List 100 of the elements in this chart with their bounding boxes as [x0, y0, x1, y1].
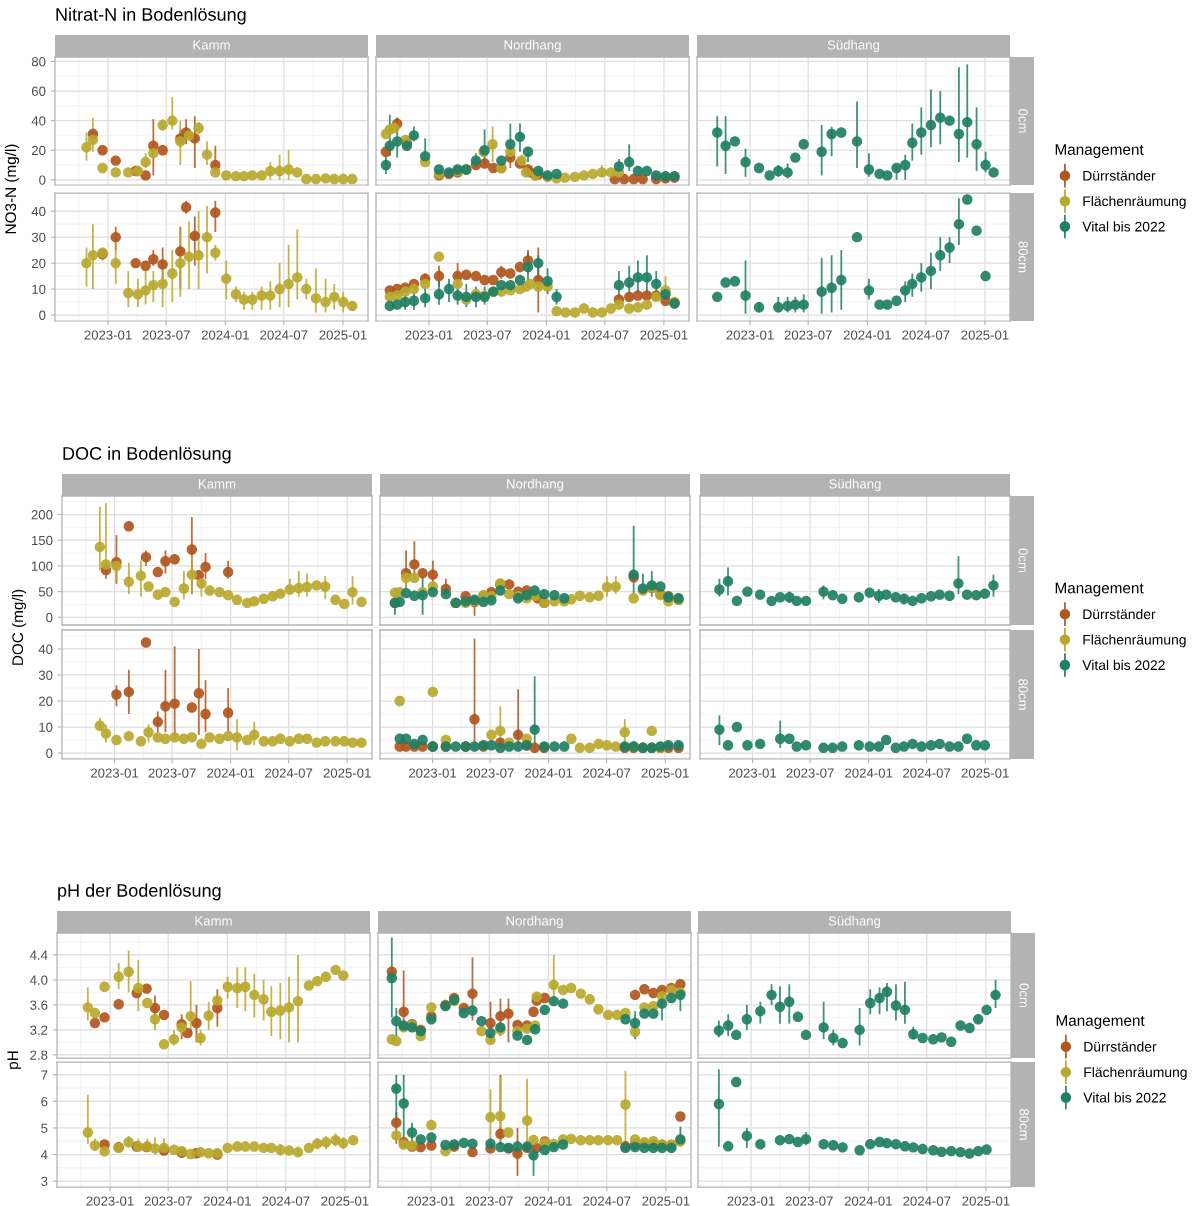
x-tick-label: 2024-07	[265, 768, 313, 778]
legend-title: Management	[1055, 582, 1144, 597]
x-tick-label: 2024-07	[583, 1196, 631, 1206]
y-tick-label: 20	[31, 258, 46, 269]
y-tick-label: 3	[41, 1176, 48, 1187]
y-tick-label: 100	[31, 561, 53, 571]
y-tick-label: 7	[41, 1070, 48, 1080]
x-tick-label: 2023-07	[785, 1196, 833, 1206]
x-tick-label: 2024-07	[260, 330, 308, 340]
y-tick-label: 10	[39, 722, 53, 732]
legend-title: Management	[1056, 1015, 1145, 1029]
x-tick-label: 2025-01	[642, 1196, 690, 1206]
y2-axis-title: 0cm	[1019, 983, 1029, 1008]
x-tick-label: 2023-01	[727, 1196, 775, 1206]
x-tick-label: 2023-01	[408, 768, 457, 778]
y-tick-label: 0	[39, 310, 46, 320]
chart-subtitle: Nordhang	[504, 39, 561, 53]
x-tick-label: 2023-07	[786, 768, 834, 778]
y-tick-label: 30	[38, 670, 53, 680]
x-tick-label: 2023-07	[144, 1196, 192, 1206]
x-tick-label: 2023-01	[728, 768, 777, 778]
legend-label: Flächenräumung	[1083, 634, 1186, 648]
chart-subtitle: Südhang	[828, 915, 881, 929]
y-tick-label: 40	[31, 206, 46, 217]
x-tick-label: 2023-07	[465, 1196, 513, 1206]
y-tick-label: 0	[46, 612, 53, 623]
x-tick-label: 2025-01	[640, 330, 688, 340]
x-tick-label: 2024-01	[843, 330, 891, 340]
x-tick-label: 2023-01	[726, 330, 774, 340]
x-tick-label: 2024-07	[262, 1196, 310, 1206]
chart-title: pH der Bodenlösung	[58, 883, 221, 901]
chart-subtitle: Südhang	[829, 478, 881, 492]
x-tick-label: 2023-07	[142, 330, 190, 340]
y-axis-title: DOC (mg/l)	[11, 589, 27, 665]
y-tick-label: 0	[39, 175, 46, 185]
y2-axis-title: 80cm	[1018, 241, 1028, 273]
x-tick-label: 2024-01	[522, 330, 570, 340]
chart-subtitle: Kamm	[193, 40, 230, 50]
x-tick-label: 2023-01	[90, 768, 139, 778]
x-tick-label: 2023-01	[86, 1196, 134, 1206]
x-tick-label: 2024-07	[902, 330, 950, 340]
y2-axis-title: 0cm	[1018, 109, 1028, 133]
x-tick-label: 2025-01	[962, 1196, 1010, 1206]
x-tick-label: 2023-01	[84, 330, 132, 340]
x-tick-label: 2024-01	[844, 1196, 892, 1206]
legend-label: Dürrständer	[1083, 170, 1156, 181]
legend-label: Vital bis 2022	[1082, 659, 1165, 671]
chart-subtitle: Kamm	[199, 479, 236, 489]
chart-subtitle: Nordhang	[506, 915, 563, 929]
legend-label: Flächenräumung	[1084, 1066, 1187, 1080]
legend-label: Dürrständer	[1084, 1041, 1157, 1052]
chart-subtitle: Südhang	[827, 39, 880, 53]
y-axis-title: pH	[7, 1051, 22, 1069]
chart-title: DOC in Bodenlösung	[63, 446, 231, 464]
x-tick-label: 2024-07	[583, 768, 631, 778]
x-tick-label: 2024-01	[201, 330, 249, 340]
y-tick-label: 4	[40, 1150, 48, 1160]
x-tick-label: 2023-01	[405, 330, 453, 340]
y-tick-label: 4.0	[29, 975, 48, 985]
x-tick-label: 2024-01	[203, 1196, 251, 1206]
x-tick-label: 2023-07	[463, 330, 511, 340]
chart-subtitle: Nordhang	[507, 478, 564, 492]
chart-title: Nitrat-N in Bodenlösung	[56, 7, 246, 25]
y-tick-label: 200	[31, 510, 53, 520]
y-tick-label: 30	[31, 232, 46, 243]
x-tick-label: 2025-01	[323, 768, 371, 778]
y-tick-label: 3.2	[30, 1025, 48, 1035]
x-tick-label: 2025-01	[961, 768, 1009, 778]
y-tick-label: 5	[41, 1123, 48, 1133]
x-tick-label: 2024-07	[903, 768, 951, 778]
y-tick-label: 3.6	[30, 1000, 48, 1010]
x-tick-label: 2023-01	[407, 1196, 455, 1206]
y-axis-title: NO3-N (mg/l)	[4, 144, 20, 234]
x-tick-label: 2024-07	[903, 1196, 951, 1206]
x-tick-label: 2023-07	[784, 330, 832, 340]
y2-axis-title: 80cm	[1019, 1108, 1029, 1140]
y-tick-label: 50	[38, 587, 53, 597]
y-tick-label: 60	[31, 86, 46, 96]
legend-label: Vital bis 2022	[1083, 1092, 1166, 1103]
y-tick-label: 10	[32, 284, 46, 294]
y2-axis-title: 80cm	[1018, 678, 1028, 710]
x-tick-label: 2023-07	[466, 768, 514, 778]
x-tick-label: 2024-01	[524, 1196, 572, 1206]
y-tick-label: 6	[41, 1096, 48, 1107]
y-tick-label: 20	[38, 696, 53, 706]
y-tick-label: 0	[46, 748, 53, 758]
y-tick-label: 20	[31, 145, 46, 156]
y-tick-label: 80	[31, 57, 46, 67]
x-tick-label: 2024-01	[207, 768, 255, 778]
y-tick-label: 4.4	[29, 950, 48, 960]
legend-label: Dürrständer	[1083, 608, 1156, 620]
y-tick-label: 40	[38, 644, 53, 654]
x-tick-label: 2025-01	[961, 330, 1009, 340]
legend-label: Vital bis 2022	[1082, 221, 1165, 232]
x-tick-label: 2024-07	[581, 330, 629, 340]
y2-axis-title: 0cm	[1018, 548, 1028, 573]
x-tick-label: 2023-07	[148, 768, 196, 778]
x-tick-label: 2025-01	[321, 1196, 369, 1206]
x-tick-label: 2024-01	[525, 768, 573, 778]
y-tick-label: 150	[31, 535, 53, 546]
